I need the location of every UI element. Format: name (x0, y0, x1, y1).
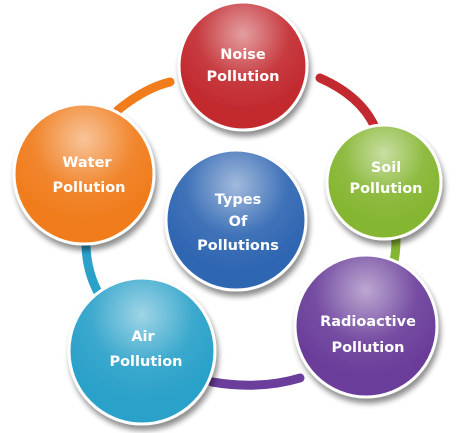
air-label-line1: Air (131, 329, 155, 345)
node-radioactive-pollution: Radioactive Pollution (293, 253, 439, 399)
node-noise-pollution: Noise Pollution (177, 0, 309, 132)
center-label-line2: Of (229, 214, 248, 230)
radioactive-label-line2: Pollution (331, 340, 404, 356)
water-label-line1: Water (62, 155, 112, 171)
node-air-pollution: Air Pollution (67, 276, 217, 426)
ring-arc-air-water (81, 233, 105, 301)
radioactive-label-line1: Radioactive (320, 314, 416, 330)
ring-arc-radioactive-air (207, 373, 305, 390)
node-water-pollution: Water Pollution (12, 102, 156, 246)
water-label-line2: Pollution (52, 180, 125, 196)
center-label-line1: Types (215, 192, 261, 208)
node-soil-pollution: Soil Pollution (325, 123, 443, 241)
noise-label-line1: Noise (220, 47, 266, 63)
center-label-line3: Pollutions (197, 238, 279, 254)
soil-label-line1: Soil (371, 160, 401, 176)
center-node-types-of-pollutions: Types Of Pollutions (164, 148, 308, 292)
air-label-line2: Pollution (109, 354, 182, 370)
ring-arc-water-noise (113, 77, 175, 115)
noise-label-line2: Pollution (206, 69, 279, 85)
soil-label-line2: Pollution (349, 181, 422, 197)
